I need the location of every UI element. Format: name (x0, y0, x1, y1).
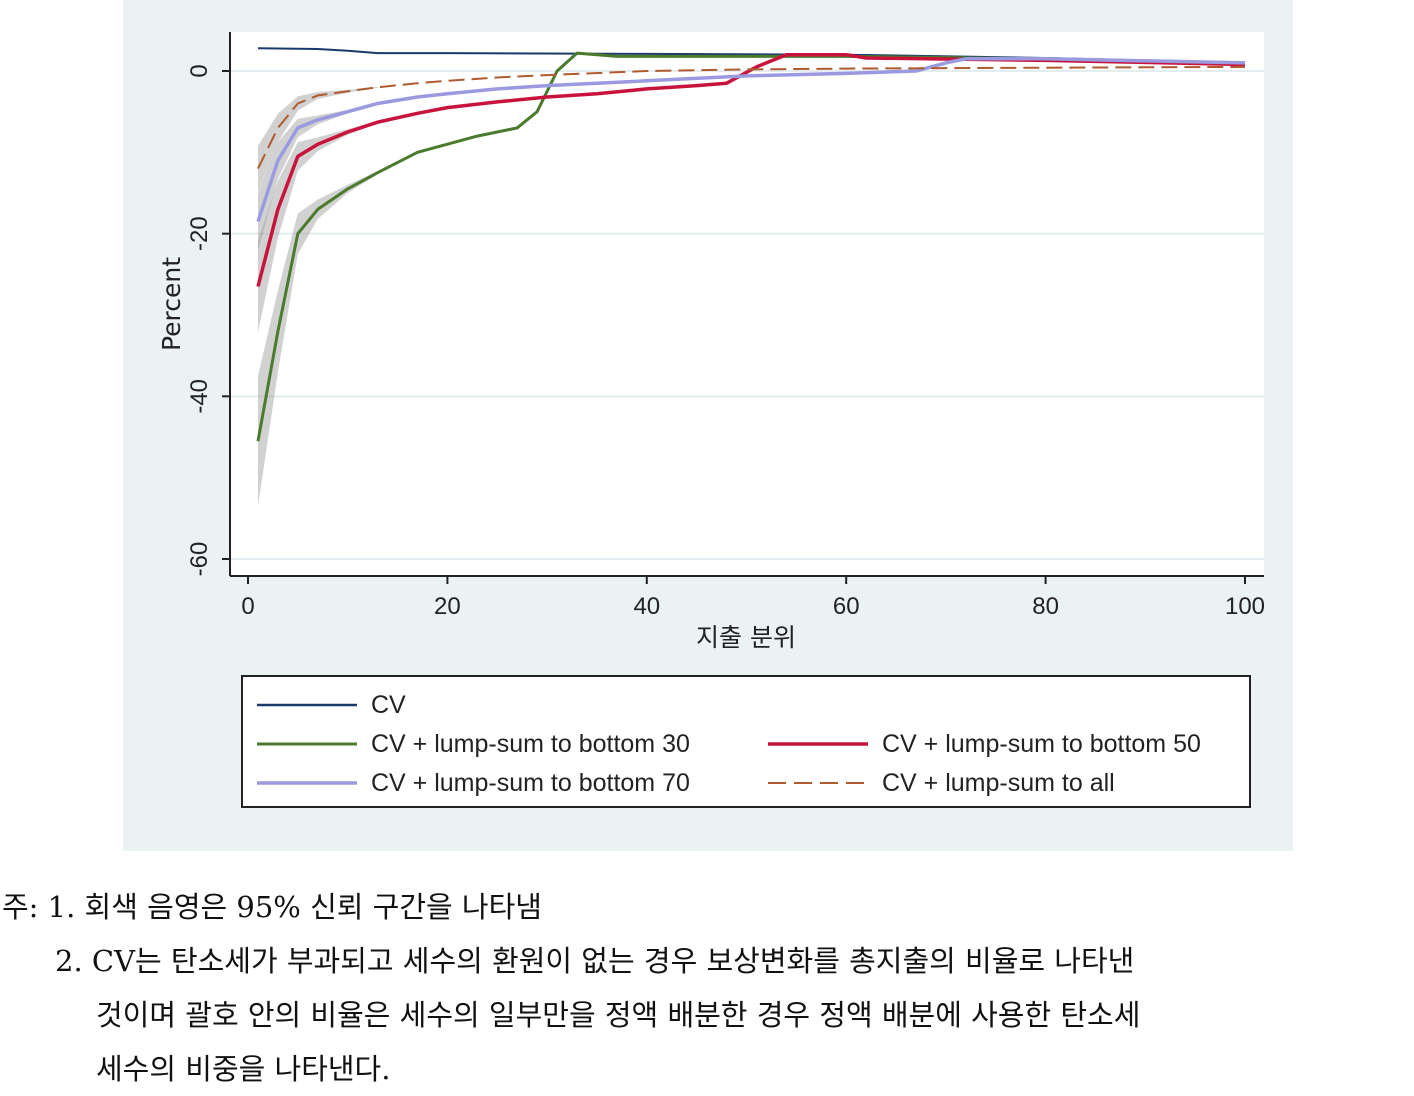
line-chart: 0 20 40 60 80 100 0 -20 -40 -60 지출 분위 Percent (157, 32, 1265, 652)
legend-item-bottom30: CV + lump-sum to bottom 30 (257, 726, 690, 762)
note-line-1: 주: 1. 회색 음영은 95% 신뢰 구간을 나타냄 (2, 890, 542, 924)
y-tick-label: -40 (186, 379, 213, 414)
series-line-1 (256, 51, 1246, 442)
note-line-2: 2. CV는 탄소세가 부과되고 세수의 환원이 없는 경우 보상변화를 총지출… (55, 944, 1135, 978)
x-tick-label: 40 (633, 593, 660, 620)
note-line-3: 것이며 괄호 안의 비율은 세수의 일부만을 정액 배분한 경우 정액 배분에 … (96, 998, 1141, 1032)
chart-panel: 0 20 40 60 80 100 0 -20 -40 -60 지출 분위 Percent CV … (123, 0, 1293, 851)
confidence-band (257, 102, 378, 251)
x-tick-label: 0 (241, 593, 254, 620)
legend-swatch-bottom50 (768, 742, 868, 746)
confidence-band (257, 121, 378, 333)
legend-item-all: CV + lump-sum to all (768, 765, 1115, 801)
legend-swatch-bottom70 (257, 781, 357, 785)
x-tick-label: 100 (1225, 593, 1265, 620)
legend-label-bottom70: CV + lump-sum to bottom 70 (371, 768, 690, 797)
x-tick-label: 80 (1032, 593, 1059, 620)
legend-item-bottom70: CV + lump-sum to bottom 70 (257, 765, 690, 801)
legend-swatch-bottom30 (257, 742, 357, 746)
x-tick-label: 20 (434, 593, 461, 620)
y-tick-label: 0 (186, 64, 213, 77)
confidence-band (257, 171, 378, 507)
y-axis-title: Percent (157, 257, 186, 351)
legend-label-all: CV + lump-sum to all (882, 768, 1115, 797)
confidence-band (257, 86, 378, 192)
series-line-2 (256, 52, 1246, 287)
series-line-4 (257, 65, 1246, 170)
chart-legend: CV CV + lump-sum to bottom 30 CV + lump-… (241, 675, 1251, 808)
legend-swatch-all (768, 782, 868, 784)
y-tick-label: -20 (186, 216, 213, 251)
legend-item-bottom50: CV + lump-sum to bottom 50 (768, 726, 1201, 762)
legend-label-bottom30: CV + lump-sum to bottom 30 (371, 729, 690, 758)
legend-item-cv: CV (257, 687, 406, 723)
y-tick-label: -60 (186, 542, 213, 577)
legend-swatch-cv (257, 703, 357, 707)
x-tick-label: 60 (833, 593, 860, 620)
plot-area (230, 32, 1264, 576)
series-line-3 (256, 57, 1246, 223)
legend-label-bottom50: CV + lump-sum to bottom 50 (882, 729, 1201, 758)
x-axis-title: 지출 분위 (696, 623, 796, 652)
note-line-4: 세수의 비중을 나타낸다. (96, 1052, 391, 1086)
legend-label-cv: CV (371, 690, 406, 719)
